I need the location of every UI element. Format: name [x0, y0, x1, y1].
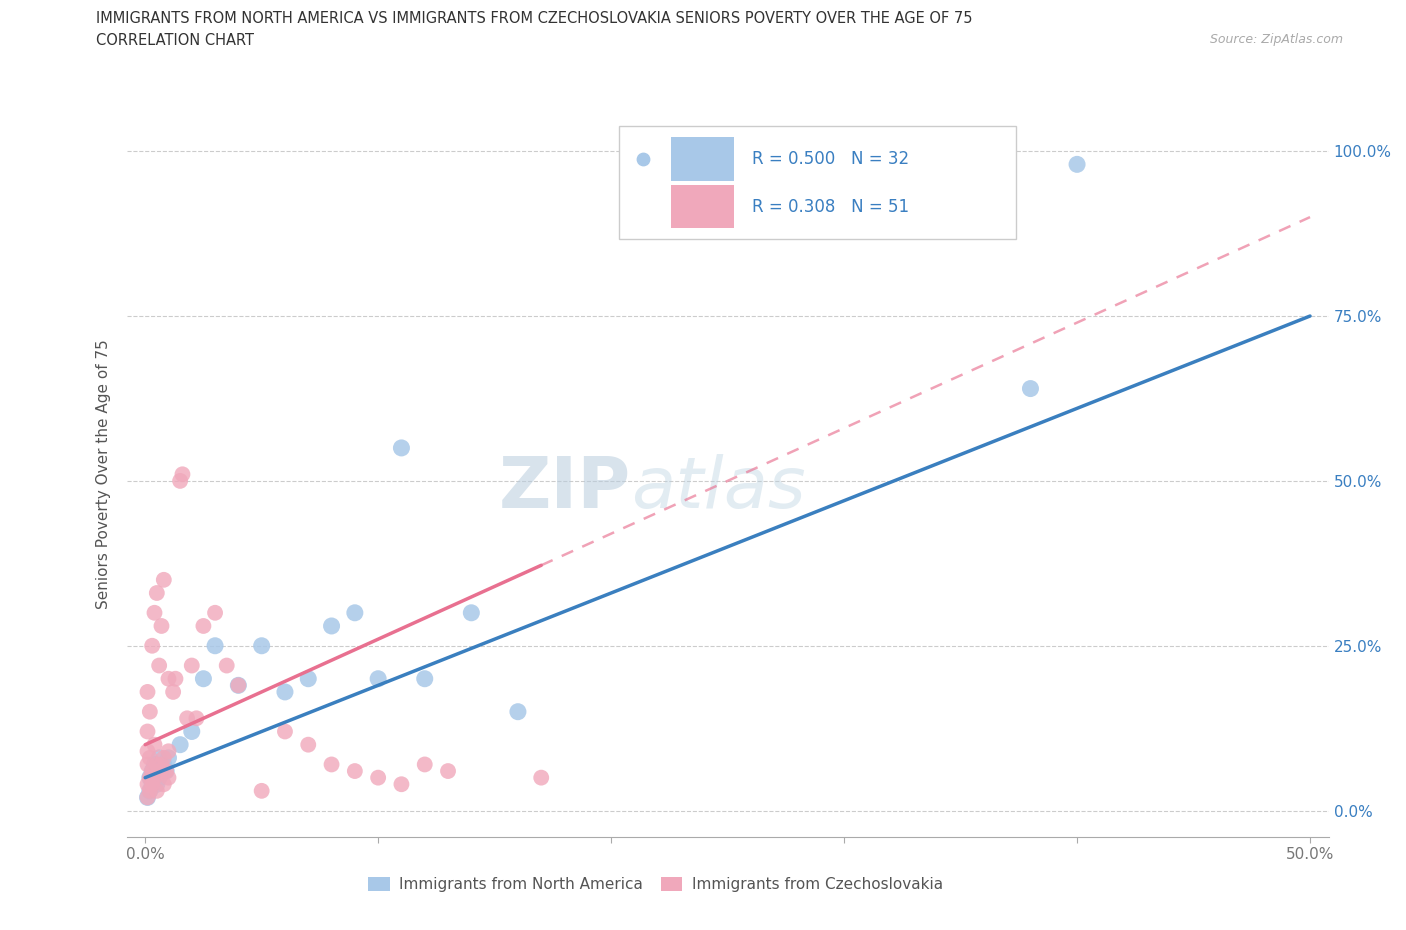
Point	[148, 764, 170, 778]
Point	[215, 658, 238, 673]
Point	[155, 764, 177, 778]
Point	[153, 777, 176, 791]
Point	[146, 783, 169, 798]
Text: atlas: atlas	[631, 455, 806, 524]
Point	[297, 671, 319, 686]
Point	[162, 684, 184, 699]
FancyBboxPatch shape	[671, 185, 734, 228]
Point	[1136, 187, 1159, 202]
Point	[228, 678, 250, 693]
Point	[343, 764, 366, 778]
Point	[413, 757, 436, 772]
Point	[176, 711, 198, 725]
Point	[146, 757, 169, 772]
Text: R = 0.308   N = 51: R = 0.308 N = 51	[752, 197, 908, 216]
Point	[343, 605, 366, 620]
Point	[143, 770, 166, 785]
Point	[186, 711, 208, 725]
Point	[506, 704, 529, 719]
Point	[136, 724, 159, 739]
Point	[1066, 157, 1088, 172]
Point	[193, 618, 215, 633]
Point	[165, 671, 187, 686]
Point	[204, 638, 226, 653]
Point	[136, 790, 159, 804]
Point	[141, 638, 163, 653]
Point	[460, 605, 482, 620]
Point	[143, 757, 166, 772]
Point	[139, 704, 162, 719]
Point	[193, 671, 215, 686]
Point	[139, 751, 162, 765]
Point	[153, 572, 176, 587]
Point	[367, 671, 389, 686]
Point	[204, 605, 226, 620]
Point	[180, 658, 202, 673]
Point	[139, 770, 162, 785]
Point	[153, 751, 176, 765]
Point	[153, 757, 176, 772]
Text: IMMIGRANTS FROM NORTH AMERICA VS IMMIGRANTS FROM CZECHOSLOVAKIA SENIORS POVERTY : IMMIGRANTS FROM NORTH AMERICA VS IMMIGRA…	[96, 11, 972, 26]
Point	[146, 777, 169, 791]
Text: R = 0.500   N = 32: R = 0.500 N = 32	[752, 150, 908, 168]
Point	[136, 744, 159, 759]
Point	[150, 757, 173, 772]
Point	[169, 473, 191, 488]
Point	[141, 764, 163, 778]
Point	[143, 737, 166, 752]
Point	[141, 777, 163, 791]
Point	[139, 770, 162, 785]
Point	[157, 744, 180, 759]
Point	[143, 605, 166, 620]
Point	[180, 724, 202, 739]
Point	[169, 737, 191, 752]
Point	[136, 777, 159, 791]
Point	[157, 751, 180, 765]
Point	[274, 724, 297, 739]
Point	[146, 764, 169, 778]
Point	[530, 770, 553, 785]
Point	[274, 684, 297, 699]
Point	[321, 757, 343, 772]
Point	[172, 467, 194, 482]
Legend: Immigrants from North America, Immigrants from Czechoslovakia: Immigrants from North America, Immigrant…	[363, 870, 949, 898]
Point	[141, 764, 163, 778]
Point	[136, 757, 159, 772]
Point	[150, 618, 173, 633]
Point	[321, 618, 343, 633]
Point	[143, 770, 166, 785]
Text: CORRELATION CHART: CORRELATION CHART	[96, 33, 253, 47]
Point	[148, 751, 170, 765]
Point	[437, 764, 460, 778]
Point	[1019, 381, 1042, 396]
Point	[391, 441, 413, 456]
Point	[228, 678, 250, 693]
Point	[150, 764, 173, 778]
Point	[413, 671, 436, 686]
Point	[157, 671, 180, 686]
Y-axis label: Seniors Poverty Over the Age of 75: Seniors Poverty Over the Age of 75	[96, 339, 111, 609]
Point	[157, 770, 180, 785]
Point	[250, 638, 273, 653]
Text: ZIP: ZIP	[499, 455, 631, 524]
Point	[146, 586, 169, 601]
Point	[139, 783, 162, 798]
Point	[250, 783, 273, 798]
FancyBboxPatch shape	[671, 138, 734, 181]
Point	[391, 777, 413, 791]
Point	[367, 770, 389, 785]
Point	[148, 770, 170, 785]
Point	[297, 737, 319, 752]
Point	[155, 764, 177, 778]
Point	[148, 658, 170, 673]
Point	[139, 783, 162, 798]
FancyBboxPatch shape	[620, 126, 1017, 239]
Point	[136, 790, 159, 804]
Point	[136, 684, 159, 699]
Point	[141, 777, 163, 791]
Text: Source: ZipAtlas.com: Source: ZipAtlas.com	[1209, 33, 1343, 46]
